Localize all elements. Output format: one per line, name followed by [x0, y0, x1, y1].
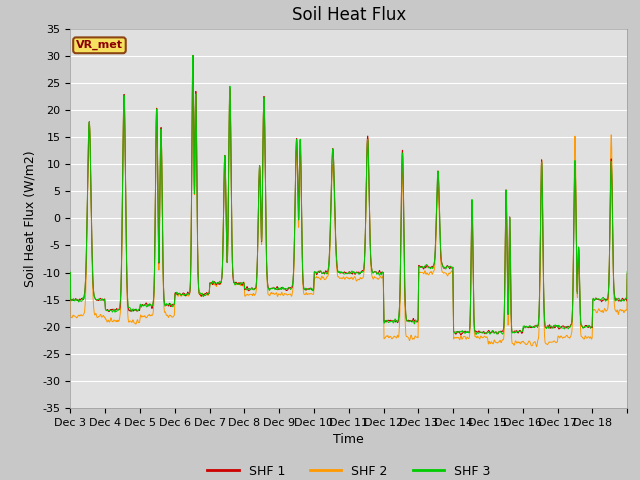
SHF 3 — [548, 325, 556, 331]
SHF 2 — [616, 307, 623, 313]
SHF 3 — [616, 297, 623, 302]
Line: SHF 3: SHF 3 — [70, 55, 627, 335]
SHF 1 — [243, 285, 250, 291]
SHF 1 — [616, 298, 623, 303]
SHF 3 — [243, 287, 250, 292]
SHF 2 — [189, 53, 197, 59]
SHF 3 — [122, 219, 130, 225]
SHF 1 — [189, 52, 197, 58]
SHF 3 — [472, 332, 480, 337]
SHF 3 — [383, 318, 390, 324]
SHF 3 — [189, 52, 197, 58]
SHF 2 — [516, 341, 524, 347]
X-axis label: Time: Time — [333, 433, 364, 446]
Text: VR_met: VR_met — [76, 40, 123, 50]
SHF 2 — [548, 339, 556, 345]
SHF 1 — [623, 271, 631, 276]
SHF 1 — [122, 219, 130, 225]
Y-axis label: Soil Heat Flux (W/m2): Soil Heat Flux (W/m2) — [24, 150, 37, 287]
SHF 2 — [243, 292, 250, 298]
SHF 1 — [548, 324, 556, 330]
Line: SHF 1: SHF 1 — [70, 55, 627, 335]
SHF 2 — [67, 281, 74, 287]
SHF 3 — [517, 328, 525, 334]
SHF 1 — [67, 270, 74, 276]
SHF 1 — [517, 329, 525, 335]
SHF 2 — [122, 225, 130, 230]
SHF 2 — [532, 344, 540, 349]
SHF 3 — [623, 269, 631, 275]
Legend: SHF 1, SHF 2, SHF 3: SHF 1, SHF 2, SHF 3 — [202, 460, 495, 480]
SHF 1 — [457, 332, 465, 338]
SHF 1 — [383, 319, 390, 324]
SHF 2 — [383, 333, 390, 339]
Line: SHF 2: SHF 2 — [70, 56, 627, 347]
SHF 2 — [623, 276, 631, 282]
Title: Soil Heat Flux: Soil Heat Flux — [292, 6, 406, 24]
SHF 3 — [67, 269, 74, 275]
